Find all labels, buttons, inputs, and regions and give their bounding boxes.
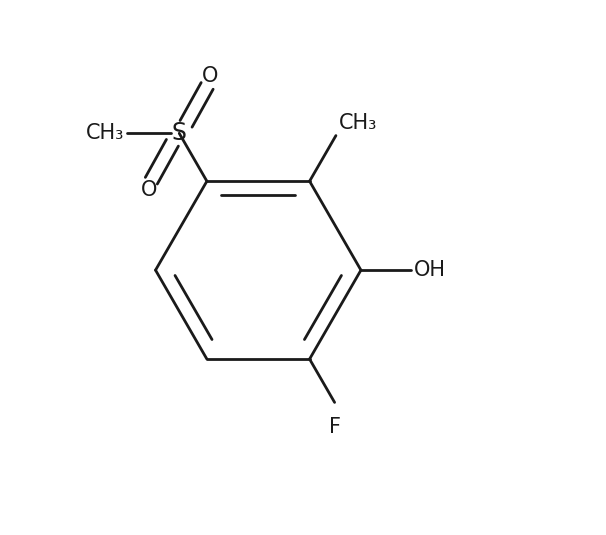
Text: S: S	[171, 121, 187, 146]
Text: F: F	[328, 417, 341, 437]
Text: OH: OH	[414, 260, 446, 280]
Text: CH₃: CH₃	[85, 123, 124, 143]
Text: O: O	[202, 66, 218, 87]
Text: O: O	[141, 180, 157, 200]
Text: CH₃: CH₃	[339, 113, 377, 133]
